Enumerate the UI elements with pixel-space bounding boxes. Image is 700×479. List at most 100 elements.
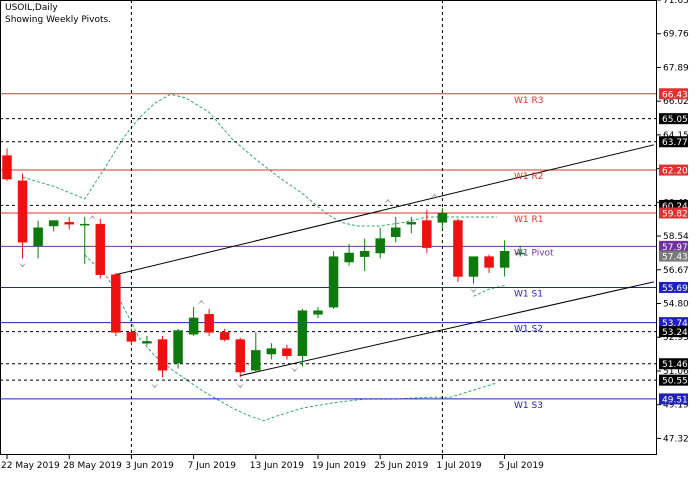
candle-body[interactable] [173, 330, 183, 364]
price-tag-background [659, 88, 688, 100]
price-tag-label: 57.97 [662, 243, 688, 253]
price-tick-label: 51.06 [663, 367, 689, 377]
price-tick-label: 66.02 [663, 97, 689, 107]
time-tick-label: 1 Jul 2019 [436, 461, 481, 471]
trend-line[interactable] [115, 144, 654, 276]
candle-body[interactable] [126, 332, 137, 342]
pivot-level-label: W1 S3 [514, 401, 543, 411]
candle-body[interactable] [142, 341, 152, 344]
candle-body[interactable] [282, 348, 292, 357]
pivot-level-label: W1 R3 [514, 96, 543, 106]
candle-body[interactable] [188, 317, 199, 335]
price-tag-background [659, 358, 688, 370]
price-tag-label: 49.51 [662, 395, 688, 405]
price-tick-label: 69.76 [663, 30, 689, 40]
pivot-level-labels: W1 R3 W1 R2 W1 R1 W1 Pivot W1 S1 W1 S2 W1 S3 [514, 96, 554, 411]
candle-body[interactable] [297, 310, 308, 357]
fractal-up-marker [197, 299, 206, 305]
candle-body[interactable] [515, 252, 525, 255]
candle-body[interactable] [344, 252, 354, 263]
price-tag-background [659, 374, 688, 386]
fractal-markers [18, 193, 478, 389]
price-tag-background [659, 113, 688, 125]
price-tick-label: 52.93 [663, 333, 689, 343]
candle-body[interactable] [468, 256, 479, 277]
price-tick-label: 56.67 [663, 266, 689, 276]
price-tag-label: 55.69 [662, 284, 688, 294]
price-tag-background [659, 136, 688, 148]
candle-body[interactable] [64, 222, 74, 225]
price-tick-label: 47.32 [663, 434, 689, 444]
price-tag-label: 57.43 [662, 253, 688, 263]
candles [2, 148, 525, 378]
price-axis: 71.6369.7667.8966.0264.1562.2860.4158.54… [0, 0, 689, 455]
bollinger-lower-band [84, 254, 497, 422]
price-tag-label: 59.82 [662, 209, 688, 219]
fractal-up-marker [383, 198, 392, 204]
candle-body[interactable] [235, 339, 245, 373]
price-tag-background [659, 317, 688, 329]
time-tick-label: 28 May 2019 [63, 461, 122, 471]
candle-body[interactable] [406, 222, 417, 225]
candle-body[interactable] [391, 227, 401, 238]
candle-body[interactable] [80, 223, 90, 226]
candle-body[interactable] [48, 220, 59, 227]
candle-body[interactable] [219, 332, 230, 340]
fractal-up-marker [430, 193, 439, 199]
plot-frame [0, 0, 657, 455]
candle-body[interactable] [111, 274, 121, 333]
candle-body[interactable] [17, 180, 28, 243]
candle-body[interactable] [95, 223, 106, 275]
bollinger-bands [22, 93, 505, 422]
candle-body[interactable] [2, 155, 12, 180]
candle-body[interactable] [484, 256, 494, 268]
pivot-level-label: W1 R2 [514, 172, 543, 182]
pivot-level-label: W1 R1 [514, 215, 543, 225]
candle-body[interactable] [313, 310, 323, 315]
price-tag-label: 50.55 [662, 377, 688, 387]
trend-line[interactable] [240, 281, 654, 377]
price-tick-label: 71.63 [663, 0, 689, 6]
time-tick-label: 13 Jun 2019 [250, 461, 304, 471]
fractal-down-marker [18, 262, 27, 268]
price-tag-label: 66.43 [662, 90, 688, 100]
candle-body[interactable] [453, 220, 463, 277]
candle-body[interactable] [204, 314, 214, 333]
pivot-levels [0, 93, 657, 400]
candle-body[interactable] [422, 220, 432, 248]
fractal-down-marker [469, 287, 478, 293]
fractal-down-marker [150, 383, 159, 389]
pivot-level-label: W1 Pivot [514, 248, 554, 258]
bollinger-upper-band [22, 93, 497, 227]
fractal-down-marker [236, 383, 245, 389]
candle-body[interactable] [499, 250, 510, 268]
candle-body[interactable] [328, 256, 339, 308]
fractal-up-marker [88, 215, 97, 221]
candle-body[interactable] [157, 339, 168, 371]
candle-body[interactable] [251, 350, 261, 371]
price-tag-background [659, 164, 688, 176]
price-tick-label: 49.19 [663, 401, 689, 411]
time-tick-label: 22 May 2019 [1, 461, 60, 471]
indicator-caption: Showing Weekly Pivots. [5, 15, 112, 25]
price-tag-label: 65.05 [662, 115, 688, 125]
candle-body[interactable] [33, 227, 43, 247]
price-tick-label: 64.15 [663, 131, 689, 141]
price-tag-background [659, 199, 688, 211]
candle-body[interactable] [375, 238, 385, 254]
fractal-down-marker [290, 367, 299, 373]
bollinger-middle-band [473, 285, 505, 297]
pivot-level-label: W1 S1 [514, 289, 543, 299]
price-tick-label: 54.80 [663, 300, 689, 310]
price-tag-label: 63.77 [662, 138, 688, 148]
price-tag-label: 53.74 [662, 319, 688, 329]
period-dividers [130, 0, 443, 455]
price-tag-background [659, 326, 688, 338]
candle-body[interactable] [266, 348, 277, 355]
candle-body[interactable] [437, 213, 448, 223]
price-tag-label: 60.24 [662, 202, 688, 212]
candle-body[interactable] [359, 250, 370, 257]
chart-symbol-label: USOIL,Daily [5, 3, 58, 13]
